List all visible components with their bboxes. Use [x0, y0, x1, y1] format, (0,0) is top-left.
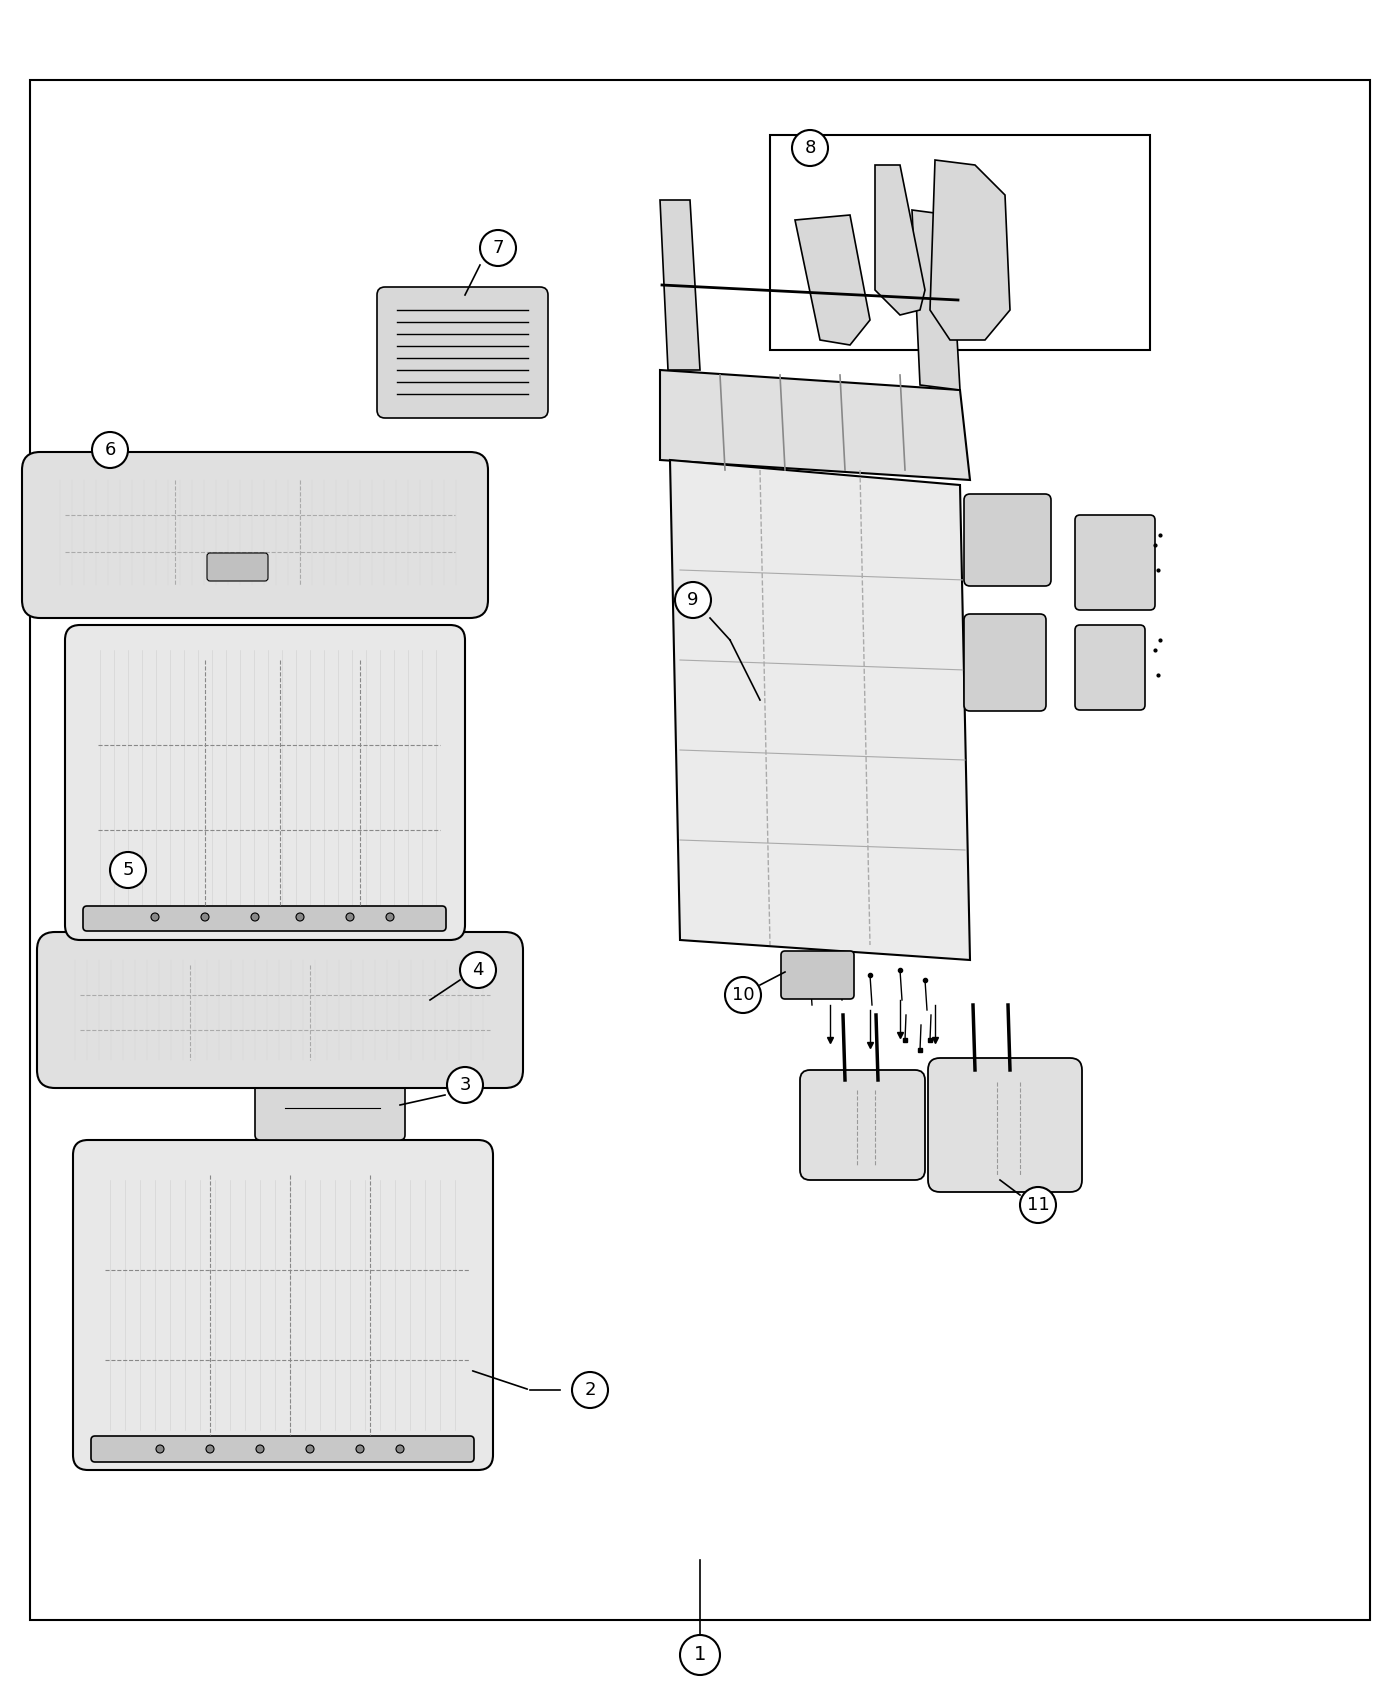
Circle shape — [386, 913, 393, 921]
Text: 5: 5 — [122, 860, 134, 879]
Polygon shape — [671, 461, 970, 960]
Circle shape — [675, 581, 711, 619]
Circle shape — [346, 913, 354, 921]
Circle shape — [573, 1372, 608, 1408]
Polygon shape — [659, 371, 970, 479]
FancyBboxPatch shape — [22, 452, 489, 619]
Polygon shape — [659, 201, 700, 371]
Circle shape — [206, 1445, 214, 1454]
Polygon shape — [930, 160, 1009, 340]
Polygon shape — [911, 211, 960, 389]
FancyBboxPatch shape — [377, 287, 547, 418]
Text: 3: 3 — [459, 1076, 470, 1095]
Circle shape — [307, 1445, 314, 1454]
FancyBboxPatch shape — [781, 950, 854, 1000]
FancyBboxPatch shape — [799, 1069, 925, 1180]
FancyBboxPatch shape — [83, 906, 447, 932]
Text: 11: 11 — [1026, 1197, 1050, 1214]
Polygon shape — [875, 165, 925, 314]
Circle shape — [461, 952, 496, 988]
Text: 6: 6 — [105, 440, 116, 459]
FancyBboxPatch shape — [91, 1436, 475, 1462]
Circle shape — [155, 1445, 164, 1454]
FancyBboxPatch shape — [73, 1141, 493, 1470]
FancyBboxPatch shape — [207, 552, 267, 581]
Circle shape — [202, 913, 209, 921]
Text: 10: 10 — [732, 986, 755, 1005]
Circle shape — [725, 977, 762, 1013]
FancyBboxPatch shape — [928, 1057, 1082, 1192]
Text: 1: 1 — [694, 1646, 706, 1664]
Text: 9: 9 — [687, 592, 699, 609]
Text: 2: 2 — [584, 1380, 596, 1399]
Circle shape — [792, 129, 827, 167]
Text: 8: 8 — [805, 139, 816, 156]
Circle shape — [256, 1445, 265, 1454]
FancyBboxPatch shape — [965, 614, 1046, 711]
Circle shape — [1021, 1187, 1056, 1222]
Text: 4: 4 — [472, 960, 484, 979]
Circle shape — [447, 1068, 483, 1103]
FancyBboxPatch shape — [1075, 515, 1155, 610]
Circle shape — [151, 913, 160, 921]
FancyBboxPatch shape — [965, 495, 1051, 586]
Text: 7: 7 — [493, 240, 504, 257]
Circle shape — [111, 852, 146, 887]
FancyBboxPatch shape — [64, 626, 465, 940]
Circle shape — [680, 1635, 720, 1674]
Polygon shape — [795, 214, 869, 345]
Circle shape — [295, 913, 304, 921]
Circle shape — [480, 230, 517, 265]
Circle shape — [92, 432, 127, 468]
Circle shape — [356, 1445, 364, 1454]
FancyBboxPatch shape — [36, 932, 524, 1088]
FancyBboxPatch shape — [255, 1074, 405, 1141]
Circle shape — [251, 913, 259, 921]
Circle shape — [396, 1445, 405, 1454]
FancyBboxPatch shape — [1075, 626, 1145, 711]
